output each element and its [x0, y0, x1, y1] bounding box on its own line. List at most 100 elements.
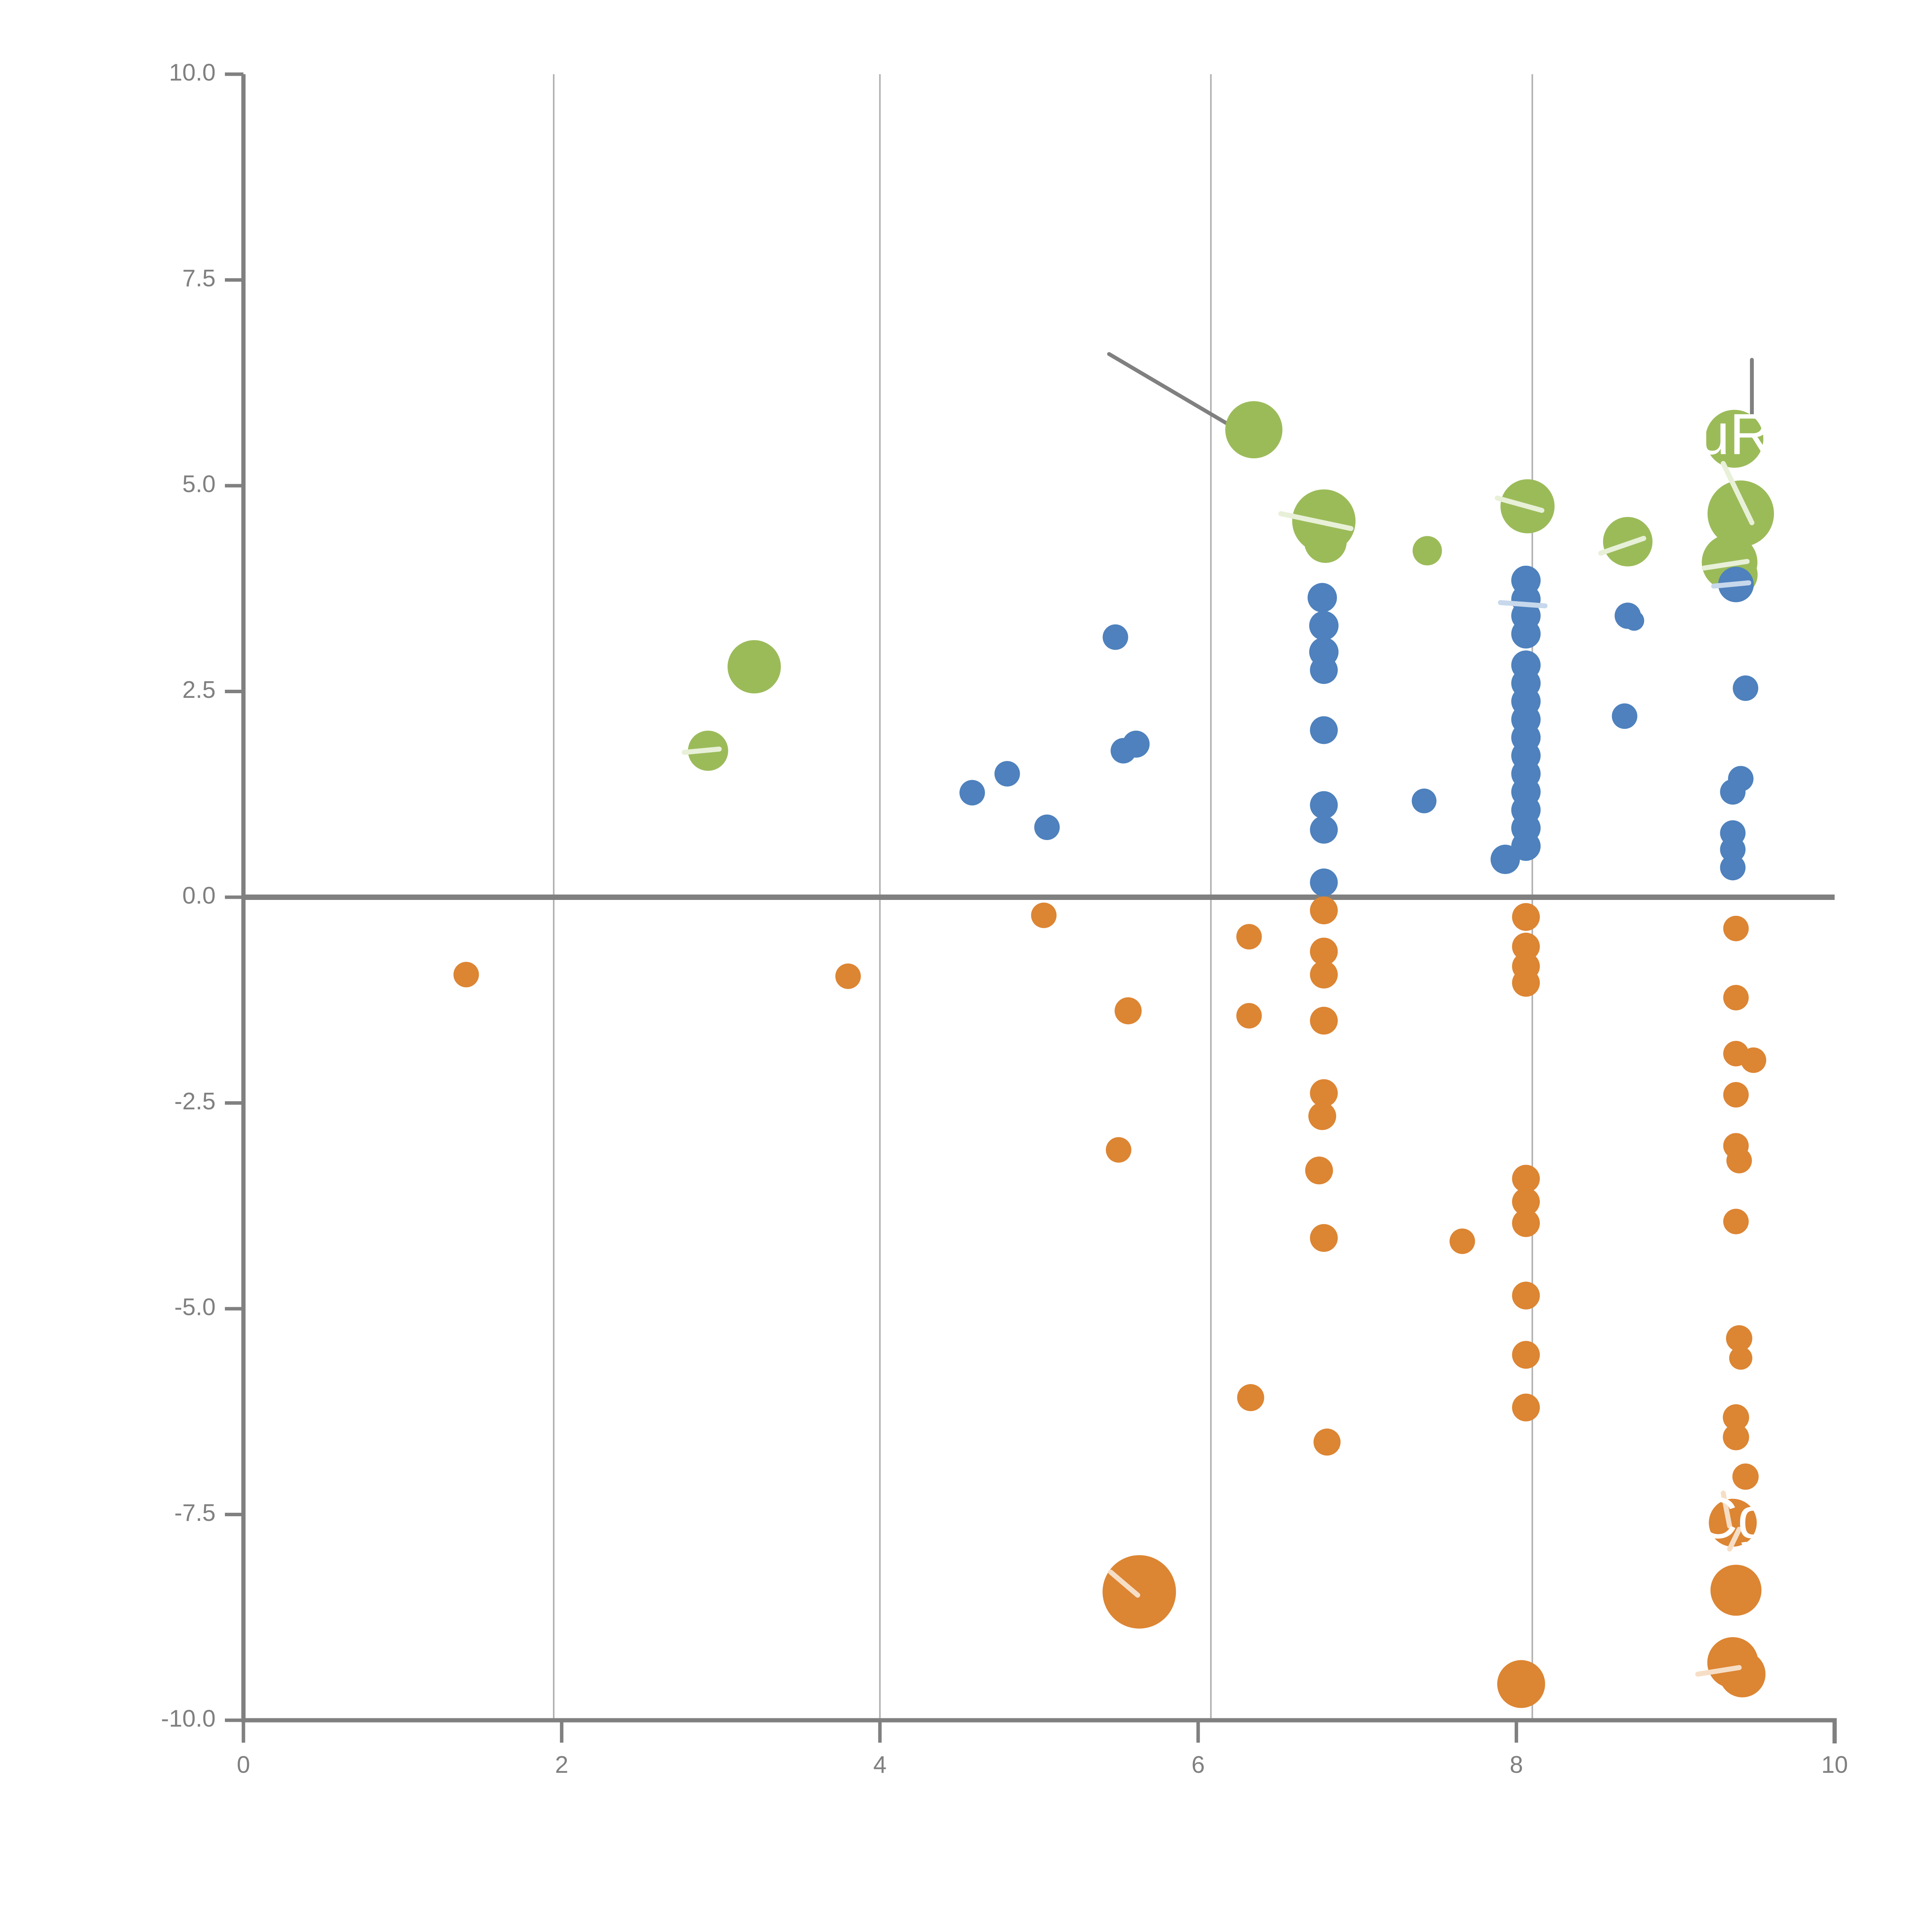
- data-point-mid-positive[interactable]: [1102, 624, 1128, 650]
- data-point-negative[interactable]: [1310, 1224, 1338, 1252]
- marker-whisker: [1108, 1570, 1140, 1598]
- data-point-negative[interactable]: [1305, 1156, 1333, 1185]
- data-point-mid-positive[interactable]: [1720, 837, 1746, 862]
- data-point-negative[interactable]: [1512, 1341, 1540, 1369]
- data-point-negative[interactable]: [1729, 1346, 1753, 1370]
- data-point-negative[interactable]: [1710, 1565, 1762, 1616]
- data-point-negative[interactable]: [1512, 969, 1540, 997]
- data-point-negative[interactable]: [1512, 1393, 1540, 1422]
- data-point-mid-positive[interactable]: [1624, 611, 1645, 631]
- marker-whisker: [1721, 461, 1755, 526]
- axes-group: [225, 72, 1837, 1743]
- marker-whiskers-group: [682, 461, 1755, 1677]
- data-point-negative[interactable]: [1512, 932, 1540, 961]
- data-point-negative[interactable]: [1105, 1137, 1131, 1163]
- data-point-mid-positive[interactable]: [1720, 779, 1746, 805]
- data-point-high-positive[interactable]: [727, 640, 781, 694]
- data-point-negative[interactable]: [1449, 1228, 1475, 1254]
- leader-lines-group: [1107, 352, 1754, 440]
- marker-whisker: [1721, 1490, 1732, 1529]
- data-point-negative[interactable]: [1310, 1007, 1338, 1035]
- data-point-negative[interactable]: [1236, 1003, 1262, 1029]
- marker-whisker: [1701, 559, 1750, 571]
- data-point-negative[interactable]: [1723, 915, 1749, 941]
- data-point-negative[interactable]: [1723, 1209, 1749, 1235]
- data-point-negative[interactable]: [1512, 1281, 1540, 1310]
- y-tick-label: 0.0: [182, 882, 216, 909]
- data-point-mid-positive[interactable]: [1412, 788, 1437, 813]
- data-point-mid-positive[interactable]: [1034, 814, 1060, 840]
- data-point-negative[interactable]: [1102, 1555, 1176, 1629]
- y-axis-tick-labels: 10.0 7.5 5.0 2.5 0.0 -2.5 -5.0 -7.5 -10.0: [161, 59, 216, 1732]
- data-point-negative[interactable]: [1031, 902, 1057, 928]
- data-point-mid-positive[interactable]: [1733, 675, 1759, 701]
- data-point-mid-positive[interactable]: [1490, 845, 1520, 874]
- data-point-mid-positive[interactable]: [1511, 619, 1541, 649]
- data-point-mid-positive[interactable]: [1122, 730, 1150, 758]
- data-point-negative[interactable]: [1512, 1188, 1540, 1216]
- data-point-negative[interactable]: [1310, 1079, 1338, 1107]
- data-point-high-positive[interactable]: [1708, 480, 1774, 547]
- data-point-mid-positive[interactable]: [1310, 816, 1338, 844]
- data-point-negative[interactable]: [1512, 903, 1540, 931]
- data-point-negative[interactable]: [1723, 985, 1749, 1010]
- data-point-negative[interactable]: [1709, 1498, 1757, 1547]
- data-point-high-positive[interactable]: [1225, 401, 1282, 459]
- data-point-negative[interactable]: [1740, 1047, 1766, 1073]
- point-label: uR: [1697, 401, 1772, 466]
- y-tick-label: 10.0: [169, 59, 216, 86]
- data-point-high-positive[interactable]: [1412, 536, 1442, 566]
- y-tick-label: -10.0: [161, 1705, 216, 1732]
- data-points-group: [453, 401, 1774, 1708]
- data-point-high-positive[interactable]: [1705, 410, 1764, 468]
- marker-whisker: [682, 747, 722, 755]
- data-point-negative[interactable]: [1313, 1429, 1341, 1456]
- data-point-negative[interactable]: [1310, 961, 1338, 989]
- data-point-mid-positive[interactable]: [959, 780, 985, 806]
- data-point-mid-positive[interactable]: [1310, 791, 1338, 819]
- data-point-negative[interactable]: [1236, 924, 1262, 950]
- data-point-negative[interactable]: [1723, 1082, 1749, 1108]
- x-axis-tick-labels: 0 2 4 6 8 10: [237, 1752, 1848, 1778]
- data-point-negative[interactable]: [1497, 1660, 1545, 1708]
- data-point-high-positive[interactable]: [1304, 520, 1347, 563]
- data-point-mid-positive[interactable]: [1310, 656, 1338, 684]
- data-point-negative[interactable]: [1719, 1651, 1766, 1697]
- data-point-negative[interactable]: [453, 962, 479, 988]
- data-point-negative[interactable]: [835, 963, 861, 989]
- data-point-mid-positive[interactable]: [1309, 611, 1339, 641]
- x-tick-label: 4: [873, 1752, 886, 1778]
- x-tick-label: 10: [1821, 1752, 1848, 1778]
- data-point-negative[interactable]: [1726, 1325, 1752, 1352]
- data-point-negative[interactable]: [1512, 1209, 1540, 1237]
- marker-whisker: [1498, 600, 1548, 609]
- y-tick-label: -2.5: [174, 1088, 216, 1115]
- data-point-mid-positive[interactable]: [1308, 583, 1337, 612]
- data-point-negative[interactable]: [1732, 1463, 1759, 1490]
- marker-whisker: [1727, 1527, 1742, 1552]
- data-point-mid-positive[interactable]: [1612, 703, 1638, 729]
- data-point-mid-positive[interactable]: [994, 761, 1020, 787]
- x-tick-label: 2: [555, 1752, 568, 1778]
- data-point-negative[interactable]: [1237, 1384, 1264, 1412]
- y-tick-label: 2.5: [182, 677, 216, 703]
- data-point-negative[interactable]: [1723, 1424, 1749, 1451]
- data-point-negative[interactable]: [1310, 896, 1338, 925]
- marker-whisker: [1495, 495, 1544, 513]
- data-point-mid-positive[interactable]: [1720, 855, 1746, 881]
- point-label: Cg: [1696, 1485, 1770, 1550]
- marker-whisker: [1695, 1665, 1742, 1677]
- x-tick-label: 8: [1510, 1752, 1523, 1778]
- x-tick-label: 6: [1192, 1752, 1205, 1778]
- data-point-negative[interactable]: [1723, 1404, 1749, 1431]
- data-point-mid-positive[interactable]: [1310, 868, 1338, 896]
- data-point-negative[interactable]: [1726, 1148, 1752, 1173]
- data-point-mid-positive[interactable]: [1310, 716, 1338, 744]
- data-point-negative[interactable]: [1114, 997, 1142, 1024]
- data-point-negative[interactable]: [1310, 937, 1338, 966]
- x-tick-label: 0: [237, 1752, 250, 1778]
- data-point-negative[interactable]: [1512, 1165, 1540, 1193]
- data-point-negative[interactable]: [1308, 1102, 1337, 1130]
- label-leader-line: [1107, 352, 1248, 437]
